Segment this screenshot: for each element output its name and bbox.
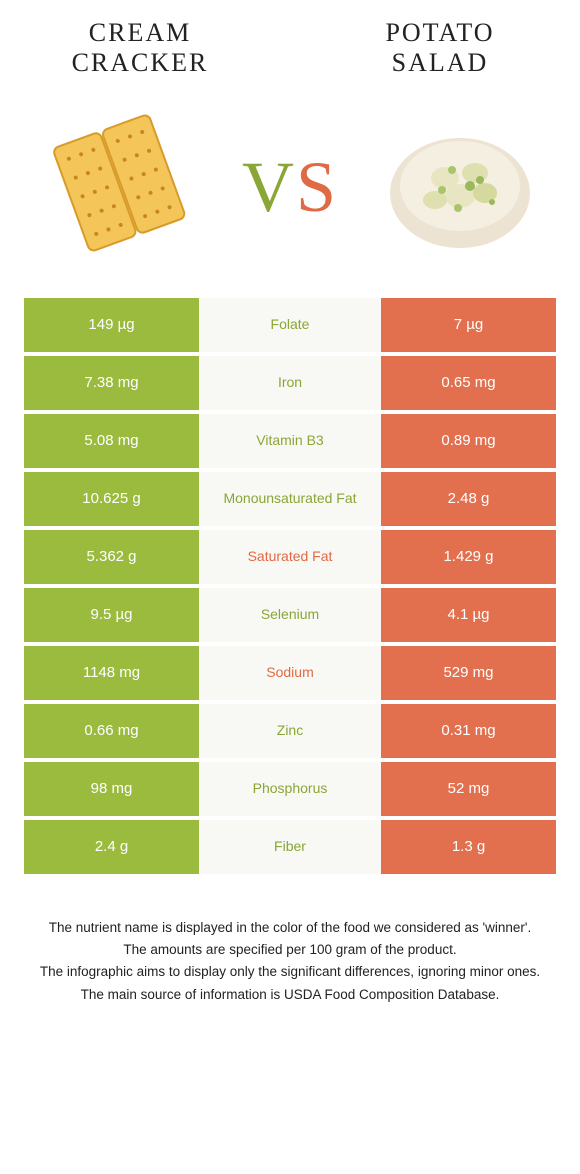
nutrient-row: 98 mgPhosphorus52 mg: [24, 762, 556, 816]
nutrient-label: Iron: [199, 356, 381, 410]
value-left: 10.625 g: [24, 472, 199, 526]
vs-v: V: [242, 147, 296, 227]
value-left: 149 µg: [24, 298, 199, 352]
value-left: 5.08 mg: [24, 414, 199, 468]
value-right: 2.48 g: [381, 472, 556, 526]
nutrient-label: Fiber: [199, 820, 381, 874]
nutrient-row: 2.4 gFiber1.3 g: [24, 820, 556, 874]
value-right: 4.1 µg: [381, 588, 556, 642]
vs-label: VS: [242, 146, 338, 229]
value-right: 1.3 g: [381, 820, 556, 874]
value-left: 98 mg: [24, 762, 199, 816]
nutrient-label: Sodium: [199, 646, 381, 700]
value-left: 5.362 g: [24, 530, 199, 584]
nutrient-row: 5.362 gSaturated Fat1.429 g: [24, 530, 556, 584]
value-right: 0.31 mg: [381, 704, 556, 758]
footnote-4: The main source of information is USDA F…: [30, 985, 550, 1005]
header: CREAM CRACKER POTATO SALAD: [0, 0, 580, 88]
value-right: 529 mg: [381, 646, 556, 700]
potato-salad-image: [380, 108, 540, 268]
nutrient-label: Vitamin B3: [199, 414, 381, 468]
nutrient-label: Saturated Fat: [199, 530, 381, 584]
footnote-3: The infographic aims to display only the…: [30, 962, 550, 982]
value-left: 0.66 mg: [24, 704, 199, 758]
value-right: 1.429 g: [381, 530, 556, 584]
nutrient-label: Phosphorus: [199, 762, 381, 816]
nutrient-row: 5.08 mgVitamin B30.89 mg: [24, 414, 556, 468]
value-right: 0.65 mg: [381, 356, 556, 410]
nutrient-row: 149 µgFolate7 µg: [24, 298, 556, 352]
nutrient-row: 1148 mgSodium529 mg: [24, 646, 556, 700]
vs-s: S: [296, 147, 338, 227]
nutrient-label: Selenium: [199, 588, 381, 642]
food-title-right: POTATO SALAD: [340, 18, 540, 78]
nutrient-row: 7.38 mgIron0.65 mg: [24, 356, 556, 410]
nutrient-label: Zinc: [199, 704, 381, 758]
value-left: 7.38 mg: [24, 356, 199, 410]
footnotes: The nutrient name is displayed in the co…: [0, 878, 580, 1005]
food-title-left: CREAM CRACKER: [40, 18, 240, 78]
footnote-1: The nutrient name is displayed in the co…: [30, 918, 550, 938]
value-left: 2.4 g: [24, 820, 199, 874]
value-right: 7 µg: [381, 298, 556, 352]
nutrient-row: 0.66 mgZinc0.31 mg: [24, 704, 556, 758]
hero-row: VS: [0, 88, 580, 298]
nutrient-row: 10.625 gMonounsaturated Fat2.48 g: [24, 472, 556, 526]
nutrient-table: 149 µgFolate7 µg7.38 mgIron0.65 mg5.08 m…: [0, 298, 580, 874]
footnote-2: The amounts are specified per 100 gram o…: [30, 940, 550, 960]
value-right: 52 mg: [381, 762, 556, 816]
nutrient-row: 9.5 µgSelenium4.1 µg: [24, 588, 556, 642]
value-left: 9.5 µg: [24, 588, 199, 642]
nutrient-label: Folate: [199, 298, 381, 352]
value-left: 1148 mg: [24, 646, 199, 700]
value-right: 0.89 mg: [381, 414, 556, 468]
cracker-image: [40, 108, 200, 268]
nutrient-label: Monounsaturated Fat: [199, 472, 381, 526]
